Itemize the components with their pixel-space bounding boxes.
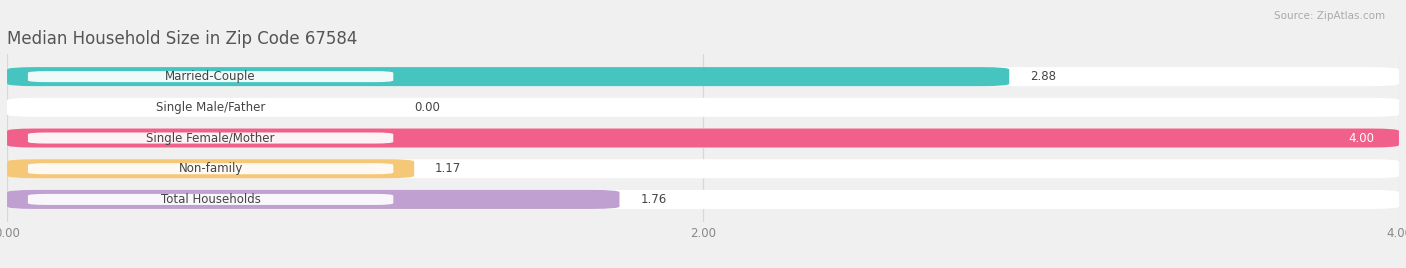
FancyBboxPatch shape [28, 132, 394, 144]
Text: Single Female/Mother: Single Female/Mother [146, 132, 274, 144]
FancyBboxPatch shape [28, 102, 394, 113]
FancyBboxPatch shape [7, 98, 1399, 117]
FancyBboxPatch shape [28, 194, 394, 205]
FancyBboxPatch shape [7, 67, 1399, 86]
Text: Source: ZipAtlas.com: Source: ZipAtlas.com [1274, 11, 1385, 21]
FancyBboxPatch shape [7, 67, 1010, 86]
FancyBboxPatch shape [28, 163, 394, 174]
FancyBboxPatch shape [7, 159, 415, 178]
Text: 4.00: 4.00 [1348, 132, 1375, 144]
Text: Total Households: Total Households [160, 193, 260, 206]
FancyBboxPatch shape [7, 128, 1399, 148]
Text: 2.88: 2.88 [1031, 70, 1056, 83]
FancyBboxPatch shape [7, 128, 1399, 148]
FancyBboxPatch shape [7, 159, 1399, 178]
Text: Married-Couple: Married-Couple [166, 70, 256, 83]
FancyBboxPatch shape [7, 190, 1399, 209]
Text: Non-family: Non-family [179, 162, 243, 175]
Text: Median Household Size in Zip Code 67584: Median Household Size in Zip Code 67584 [7, 30, 357, 48]
Text: 1.76: 1.76 [640, 193, 666, 206]
FancyBboxPatch shape [7, 190, 620, 209]
Text: 1.17: 1.17 [434, 162, 461, 175]
Text: Single Male/Father: Single Male/Father [156, 101, 266, 114]
FancyBboxPatch shape [28, 71, 394, 82]
Text: 0.00: 0.00 [415, 101, 440, 114]
